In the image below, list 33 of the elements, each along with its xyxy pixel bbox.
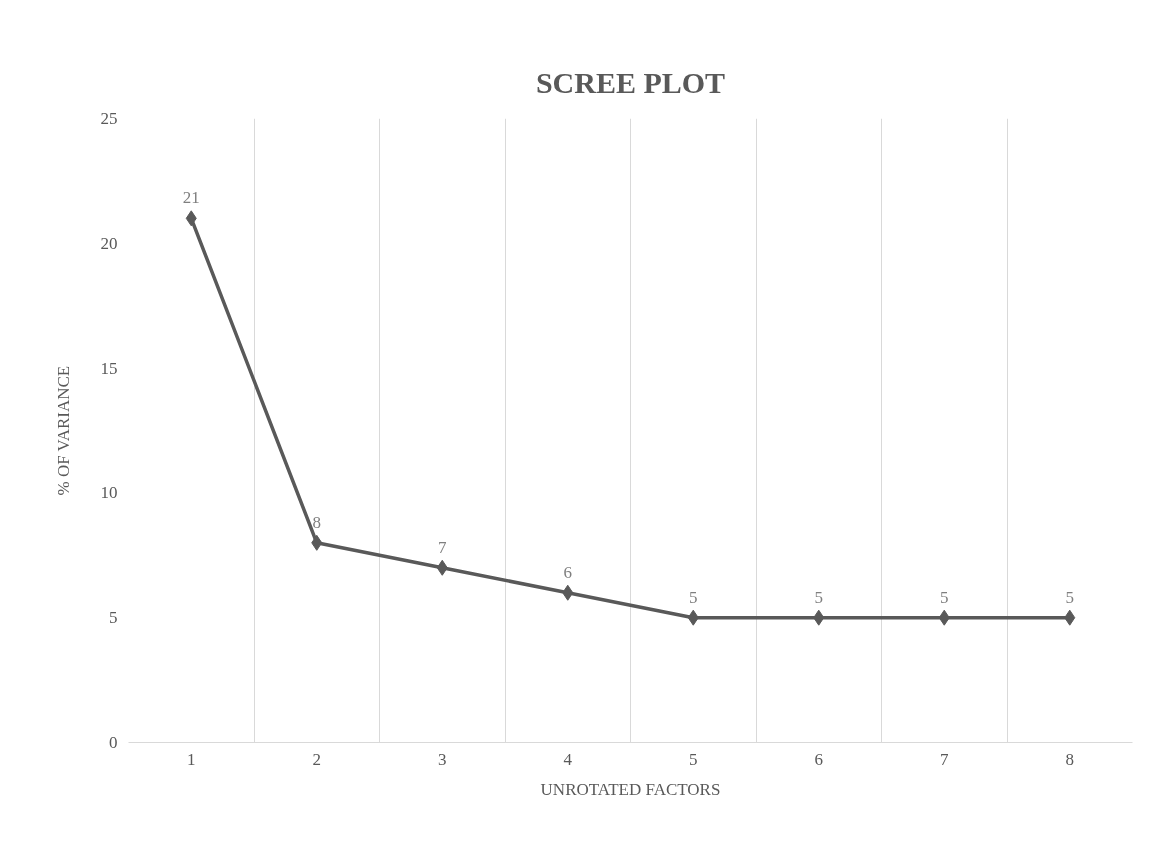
point [687,609,699,626]
chart-title: SCREE PLOT [535,65,726,99]
point [185,210,197,227]
y-tick-label: 0 [109,733,118,752]
x-tick-label: 3 [438,749,447,769]
y-tick-label: 25 [100,109,118,128]
x-tick-label: 1 [187,749,196,769]
x-tick-label: 6 [814,749,823,769]
data-label: 5 [689,587,698,607]
data-label: 5 [1065,587,1074,607]
y-axis-title: % OF VARIANCE [53,365,73,496]
point [311,534,323,551]
x-tick-label: 8 [1065,749,1074,769]
y-tick-label: 20 [100,233,118,253]
x-tick-label: 2 [312,749,321,769]
y-tick-label: 5 [109,608,118,628]
y-tick-label: 15 [100,358,118,378]
point [938,609,950,626]
data-label: 7 [438,537,447,557]
x-axis-title: UNROTATED FACTORS [540,779,721,799]
data-label: 5 [814,587,823,607]
x-tick-label: 5 [689,749,698,769]
data-label: 8 [312,512,321,532]
point [813,609,825,626]
x-tick-label: 7 [940,749,949,769]
x-tick-label: 4 [563,749,573,769]
point [436,559,448,576]
point [562,584,574,601]
data-label: 21 [182,188,200,208]
y-tick-label: 10 [100,483,118,503]
data-label: 5 [940,587,949,607]
data-label: 6 [563,562,572,582]
point [1064,609,1076,626]
